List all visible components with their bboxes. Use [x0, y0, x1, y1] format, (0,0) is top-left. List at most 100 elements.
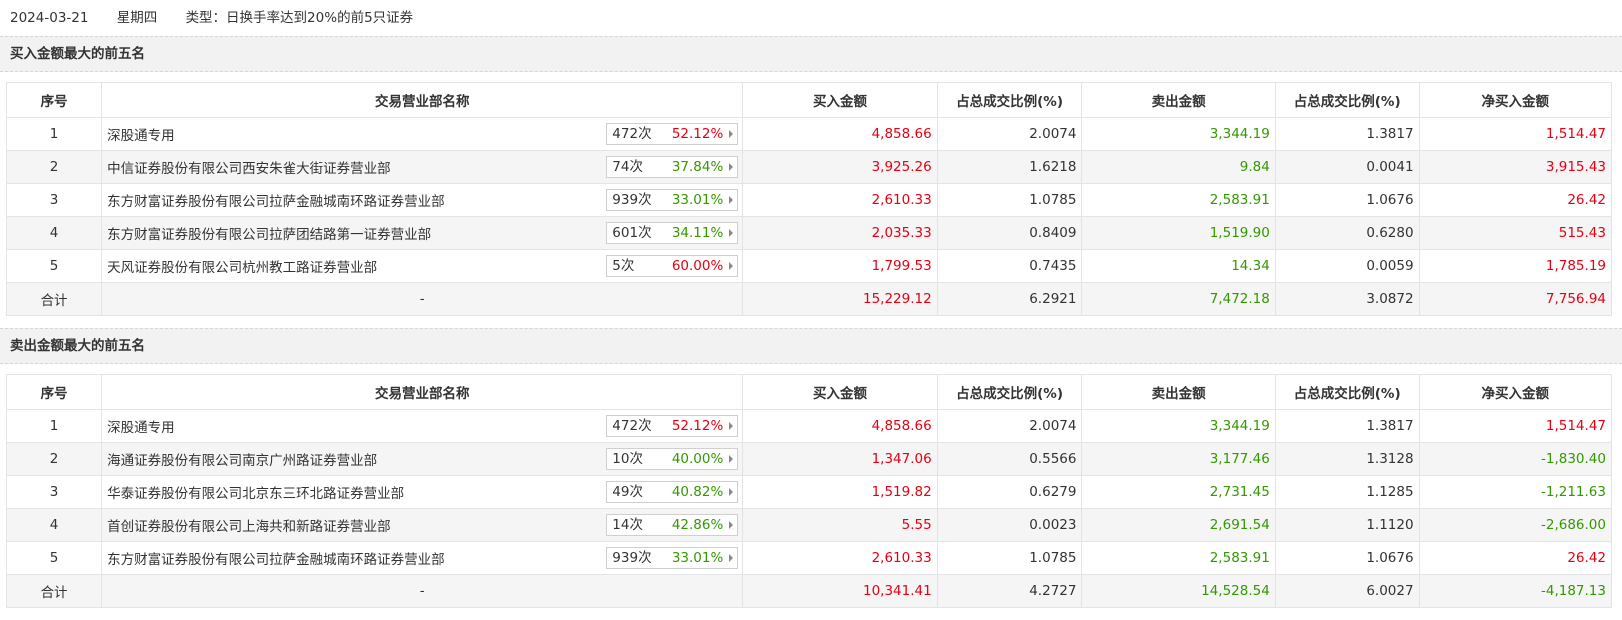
- row-number: 5: [5, 249, 103, 283]
- branch-stats-button[interactable]: 5次 60.00%: [606, 255, 739, 277]
- win-rate: 33.01%: [671, 192, 724, 208]
- total-buy-ratio: 4.2727: [936, 574, 1083, 608]
- branch-name-link[interactable]: 东方财富证券股份有限公司拉萨团结路第一证券营业部: [101, 216, 605, 250]
- branch-stats-button[interactable]: 10次 40.00%: [606, 448, 739, 470]
- branch-name-link[interactable]: 深股通专用: [101, 409, 605, 443]
- caret-right-icon: [729, 229, 734, 237]
- sell-table: 序号 交易营业部名称 买入金额 占总成交比例(%) 卖出金额 占总成交比例(%)…: [5, 374, 1613, 608]
- net-amount: -1,830.40: [1418, 442, 1613, 476]
- sell-amount: 2,583.91: [1081, 541, 1276, 575]
- table-row: 1 深股通专用 472次 52.12% 4,858.66 2.0074 3,344.19 1.…: [5, 117, 1613, 151]
- col-header-sell-ratio: 占总成交比例(%): [1274, 374, 1420, 410]
- trade-count: 49次: [612, 484, 643, 500]
- net-amount: 26.42: [1418, 183, 1613, 217]
- sell-ratio: 1.1120: [1274, 508, 1420, 542]
- col-header-no: 序号: [5, 374, 103, 410]
- col-header-buy-ratio: 占总成交比例(%): [936, 82, 1083, 118]
- sell-amount: 2,583.91: [1081, 183, 1276, 217]
- branch-stats-button[interactable]: 472次 52.12%: [606, 123, 739, 145]
- sell-amount: 3,344.19: [1081, 409, 1276, 443]
- total-label: 合计: [5, 574, 103, 608]
- sell-amount: 2,691.54: [1081, 508, 1276, 542]
- total-net-amount: -4,187.13: [1418, 574, 1613, 608]
- net-amount: 1,514.47: [1418, 409, 1613, 443]
- buy-table-wrap: 序号 交易营业部名称 买入金额 占总成交比例(%) 卖出金额 占总成交比例(%)…: [0, 72, 1622, 316]
- total-sell-amount: 14,528.54: [1081, 574, 1276, 608]
- branch-name-link[interactable]: 天风证券股份有限公司杭州教工路证券营业部: [101, 249, 605, 283]
- branch-name-link[interactable]: 中信证券股份有限公司西安朱雀大街证券营业部: [101, 150, 605, 184]
- date-text: 2024-03-21: [10, 10, 89, 26]
- branch-name-link[interactable]: 华泰证券股份有限公司北京东三环北路证券营业部: [101, 475, 605, 509]
- buy-table: 序号 交易营业部名称 买入金额 占总成交比例(%) 卖出金额 占总成交比例(%)…: [5, 82, 1613, 316]
- row-number: 4: [5, 216, 103, 250]
- net-amount: 26.42: [1418, 541, 1613, 575]
- caret-right-icon: [729, 554, 734, 562]
- buy-ratio: 0.6279: [936, 475, 1083, 509]
- row-number: 2: [5, 442, 103, 476]
- branch-name-link[interactable]: 海通证券股份有限公司南京广州路证券营业部: [101, 442, 605, 476]
- trade-count: 10次: [612, 451, 643, 467]
- table-row: 4 首创证券股份有限公司上海共和新路证券营业部 14次 42.86% 5.55 0.002…: [5, 508, 1613, 542]
- total-branch-placeholder: -: [101, 282, 744, 316]
- buy-ratio: 0.7435: [936, 249, 1083, 283]
- buy-amount: 4,858.66: [742, 117, 938, 151]
- buy-ratio: 0.8409: [936, 216, 1083, 250]
- col-header-sell: 卖出金额: [1081, 82, 1276, 118]
- win-rate: 40.00%: [671, 451, 724, 467]
- trade-count: 74次: [612, 159, 643, 175]
- col-header-buy-ratio: 占总成交比例(%): [936, 374, 1083, 410]
- branch-stats-button[interactable]: 601次 34.11%: [606, 222, 739, 244]
- sell-table-wrap: 序号 交易营业部名称 买入金额 占总成交比例(%) 卖出金额 占总成交比例(%)…: [0, 364, 1622, 608]
- buy-ratio: 2.0074: [936, 409, 1083, 443]
- buy-ratio: 1.6218: [936, 150, 1083, 184]
- sell-amount: 14.34: [1081, 249, 1276, 283]
- total-row: 合计 -15,229.12 6.2921 7,472.18 3.0872 7,756.94: [5, 282, 1613, 316]
- row-number: 1: [5, 117, 103, 151]
- total-sell-amount: 7,472.18: [1081, 282, 1276, 316]
- branch-name-link[interactable]: 首创证券股份有限公司上海共和新路证券营业部: [101, 508, 605, 542]
- branch-name-link[interactable]: 东方财富证券股份有限公司拉萨金融城南环路证券营业部: [101, 541, 605, 575]
- col-header-sell: 卖出金额: [1081, 374, 1276, 410]
- net-amount: 515.43: [1418, 216, 1613, 250]
- branch-stats-button[interactable]: 472次 52.12%: [606, 415, 739, 437]
- sell-amount: 1,519.90: [1081, 216, 1276, 250]
- sell-amount: 3,344.19: [1081, 117, 1276, 151]
- branch-stats-button[interactable]: 939次 33.01%: [606, 547, 739, 569]
- buy-amount: 2,610.33: [742, 183, 938, 217]
- table-row: 5 东方财富证券股份有限公司拉萨金融城南环路证券营业部 939次 33.01% 2,61…: [5, 541, 1613, 575]
- net-amount: -2,686.00: [1418, 508, 1613, 542]
- buy-ratio: 2.0074: [936, 117, 1083, 151]
- trade-count: 14次: [612, 517, 643, 533]
- trade-count: 939次: [612, 192, 652, 208]
- buy-amount: 1,347.06: [742, 442, 938, 476]
- sell-ratio: 1.0676: [1274, 541, 1420, 575]
- trade-count: 472次: [612, 126, 652, 142]
- win-rate: 34.11%: [671, 225, 724, 241]
- total-buy-ratio: 6.2921: [936, 282, 1083, 316]
- sell-ratio: 0.0041: [1274, 150, 1420, 184]
- branch-stats-button[interactable]: 939次 33.01%: [606, 189, 739, 211]
- branch-stats-button[interactable]: 14次 42.86%: [606, 514, 739, 536]
- row-number: 4: [5, 508, 103, 542]
- branch-stats-button[interactable]: 74次 37.84%: [606, 156, 739, 178]
- buy-amount: 5.55: [742, 508, 938, 542]
- top-info-bar: 2024-03-21 星期四 类型：日换手率达到20%的前5只证券: [0, 0, 1622, 36]
- col-header-net: 净买入金额: [1418, 374, 1613, 410]
- branch-stats-button[interactable]: 49次 40.82%: [606, 481, 739, 503]
- sell-ratio: 1.0676: [1274, 183, 1420, 217]
- win-rate: 42.86%: [671, 517, 724, 533]
- win-rate: 52.12%: [671, 418, 724, 434]
- caret-right-icon: [729, 455, 734, 463]
- trade-count: 5次: [612, 258, 635, 274]
- sell-ratio: 1.3128: [1274, 442, 1420, 476]
- net-amount: 1,514.47: [1418, 117, 1613, 151]
- branch-name-link[interactable]: 东方财富证券股份有限公司拉萨金融城南环路证券营业部: [101, 183, 605, 217]
- buy-amount: 1,799.53: [742, 249, 938, 283]
- branch-name-link[interactable]: 深股通专用: [101, 117, 605, 151]
- net-amount: 3,915.43: [1418, 150, 1613, 184]
- buy-amount: 1,519.82: [742, 475, 938, 509]
- buy-section-title: 买入金额最大的前五名: [0, 36, 1622, 72]
- caret-right-icon: [729, 488, 734, 496]
- trade-count: 939次: [612, 550, 652, 566]
- col-header-no: 序号: [5, 82, 103, 118]
